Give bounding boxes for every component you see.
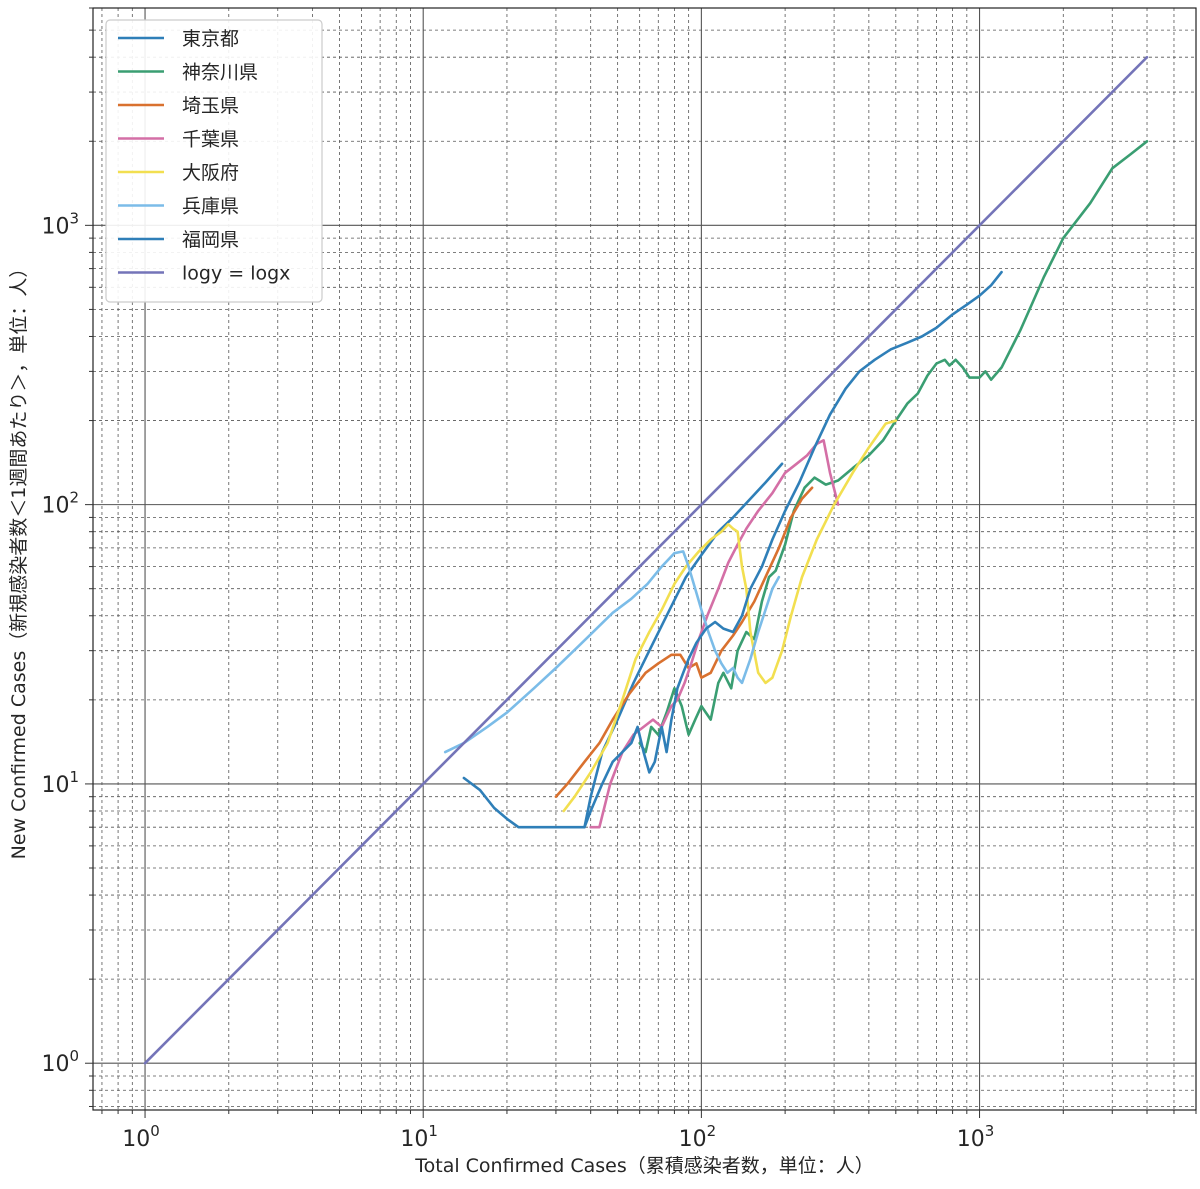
series-line-埼玉県 [554, 486, 814, 798]
legend-label: 大阪府 [182, 162, 239, 184]
y-tick-label: 101 [41, 768, 79, 798]
y-axis-label: New Confirmed Cases（新規感染者数＜1週間あたり＞，単位：人） [8, 259, 30, 860]
y-tick-label: 100 [41, 1047, 79, 1077]
x-tick-label: 101 [400, 1122, 438, 1152]
legend-label: 埼玉県 [182, 95, 239, 117]
x-tick-label: 100 [122, 1122, 160, 1152]
legend-box [105, 19, 323, 303]
y-tick-label: 102 [41, 489, 79, 519]
axis-ticks: 100 101 102 103 100 101 102 103 [41, 7, 1197, 1152]
series-line-大阪府 [562, 419, 898, 813]
series-line-福岡県 [462, 270, 1003, 829]
series-line-兵庫県 [443, 550, 781, 754]
legend-label: 福岡県 [182, 229, 239, 251]
legend-label: 神奈川県 [182, 62, 258, 84]
legend-label: 東京都 [182, 28, 239, 50]
x-tick-label: 102 [679, 1122, 717, 1152]
plot-frame [92, 7, 1197, 1111]
plot-border [92, 7, 1197, 1111]
legend-label: logy = logx [182, 263, 290, 285]
x-tick-label: 103 [957, 1122, 995, 1152]
legend-label: 兵庫県 [182, 196, 239, 218]
y-tick-label: 103 [41, 209, 79, 239]
reference-line-logy-logx [143, 55, 1149, 1065]
series-lines [143, 55, 1149, 1065]
legend-label: 千葉県 [182, 129, 239, 151]
x-axis-label: Total Confirmed Cases（累積感染者数，単位：人） [414, 1155, 874, 1177]
